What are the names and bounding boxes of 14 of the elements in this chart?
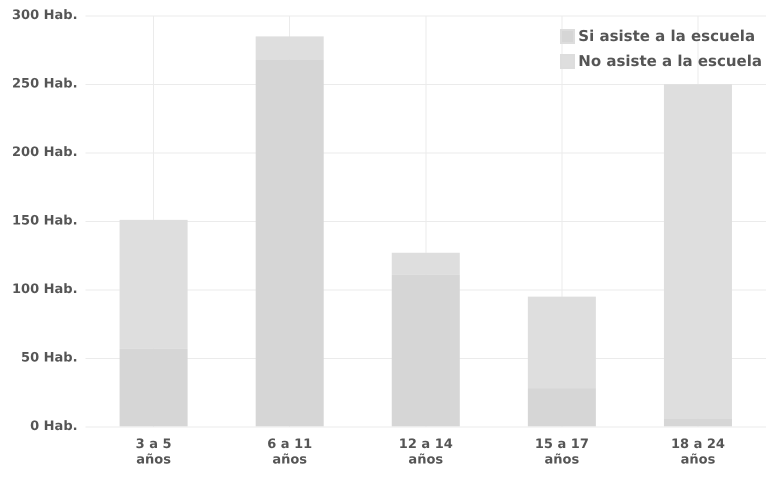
y-tick-label: 300 Hab. (12, 8, 78, 24)
legend-label: No asiste a la escuela (578, 50, 762, 72)
y-tick-label: 100 Hab. (12, 282, 78, 298)
y-tick-label: 150 Hab. (12, 214, 78, 229)
legend-label: Si asiste a la escuela (578, 26, 756, 47)
y-tick-label: 0 Hab. (30, 419, 78, 434)
x-tick-label: 18 a 24 años (670, 436, 725, 468)
x-tick-label: 15 a 17 años (534, 436, 589, 468)
x-tick-label: 12 a 14 años (398, 436, 453, 468)
y-tick-label: 50 Hab. (21, 350, 78, 366)
y-tick-label: 200 Hab. (12, 145, 78, 160)
x-tick-label: 3 a 5 años (136, 436, 172, 468)
y-tick-label: 250 Hab. (12, 76, 78, 92)
x-tick-label: 6 a 11 años (267, 436, 312, 468)
